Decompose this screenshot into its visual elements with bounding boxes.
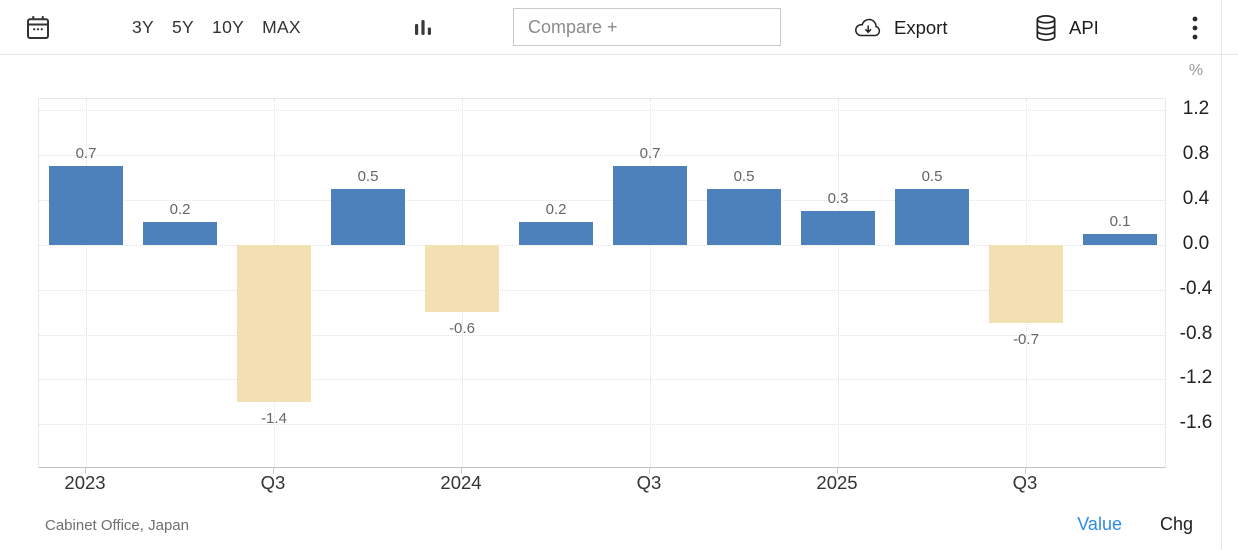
bar-value-label: 0.5: [733, 167, 755, 185]
gridline: [39, 199, 1165, 201]
data-bar[interactable]: [519, 222, 593, 245]
x-axis-tick-label: 2024: [440, 472, 482, 493]
gridline: [39, 424, 1165, 426]
x-axis-tick: [273, 468, 274, 474]
data-bar[interactable]: [143, 222, 217, 245]
data-bar[interactable]: [613, 166, 687, 245]
gridline: [39, 334, 1165, 336]
export-label: Export: [894, 16, 948, 38]
x-axis-tick: [85, 468, 86, 474]
bar-chart-icon[interactable]: [408, 14, 438, 42]
cloud-download-icon: [852, 15, 885, 41]
x-axis-tick-label: 2025: [816, 472, 858, 493]
x-axis-tick: [837, 468, 838, 474]
series-legend: Value Chg: [1077, 514, 1193, 535]
calendar-icon[interactable]: [21, 11, 55, 45]
data-bar[interactable]: [49, 166, 123, 245]
y-axis-tick-label: -1.6: [1179, 412, 1213, 434]
export-button[interactable]: Export: [852, 0, 947, 55]
x-axis-tick-label: Q3: [1012, 472, 1038, 493]
compare-input[interactable]: [513, 8, 781, 46]
gridline: [39, 379, 1165, 381]
data-bar[interactable]: [331, 188, 405, 245]
api-label: API: [1069, 16, 1099, 38]
bar-value-label: -1.4: [261, 409, 287, 427]
data-bar[interactable]: [801, 211, 875, 245]
range-max[interactable]: MAX: [262, 17, 301, 37]
bar-value-label: 0.2: [169, 201, 191, 219]
source-attribution: Cabinet Office, Japan: [45, 517, 189, 534]
gridline: [86, 99, 87, 467]
bar-value-label: -0.7: [1013, 331, 1039, 349]
api-button[interactable]: API: [1032, 0, 1099, 55]
legend-toggle-chg[interactable]: Chg: [1159, 514, 1193, 534]
bar-value-label: 0.2: [545, 201, 567, 219]
bar-value-label: -0.6: [449, 320, 475, 337]
y-axis-tick-label: -1.2: [1179, 367, 1213, 389]
y-axis-tick-label: -0.4: [1179, 277, 1213, 299]
x-axis-tick: [461, 468, 462, 474]
range-5y[interactable]: 5Y: [172, 17, 195, 37]
bar-value-label: 0.5: [921, 167, 943, 185]
data-bar[interactable]: [707, 188, 781, 245]
range-selector: 3Y 5Y 10Y MAX: [132, 0, 301, 55]
data-bar[interactable]: [895, 188, 969, 245]
x-axis-tick: [1025, 468, 1026, 474]
plot-area: 0.7 0.2 -1.4 0.5 -0.6 0.2 0.7 0.5 0.3 0.5 -0.7 0.1: [38, 98, 1166, 468]
y-axis-tick-label: -0.8: [1179, 322, 1213, 344]
bar-value-label: 0.7: [639, 145, 661, 163]
data-bar[interactable]: [237, 244, 311, 402]
y-axis-tick-label: 1.2: [1182, 98, 1210, 120]
x-axis-tick-label: Q3: [260, 472, 286, 493]
y-axis-tick-label: 0.0: [1182, 232, 1210, 254]
range-10y[interactable]: 10Y: [212, 17, 245, 37]
range-3y[interactable]: 3Y: [132, 17, 155, 37]
gridline: [39, 155, 1165, 157]
x-axis-tick: [649, 468, 650, 474]
x-axis-tick-label: Q3: [636, 472, 662, 493]
data-bar[interactable]: [1083, 233, 1157, 245]
bar-value-label: 0.7: [75, 145, 97, 163]
legend-toggle-value[interactable]: Value: [1077, 514, 1122, 534]
gridline: [650, 99, 651, 467]
kebab-menu-icon[interactable]: [1182, 11, 1208, 45]
y-axis-unit-label: %: [1188, 62, 1204, 79]
gridline: [39, 289, 1165, 291]
y-axis-tick-label: 0.8: [1182, 143, 1210, 165]
gridline: [838, 99, 839, 467]
panel-divider: [1221, 0, 1222, 550]
database-icon: [1032, 13, 1060, 43]
x-axis-tick-label: 2023: [64, 472, 106, 493]
gridline: [39, 110, 1165, 112]
bar-value-label: 0.1: [1109, 212, 1131, 230]
chart-canvas: % 0.7 0.2 -1.4 0.5 -0.6 0.2 0.7 0.5 0.3 0.5 -0.7 0.…: [0, 55, 1238, 495]
data-bar[interactable]: [425, 244, 499, 313]
gridline: [39, 244, 1165, 246]
data-bar[interactable]: [989, 244, 1063, 324]
y-axis-tick-label: 0.4: [1182, 187, 1210, 209]
bar-value-label: 0.5: [357, 167, 379, 185]
bar-value-label: 0.3: [827, 190, 849, 208]
